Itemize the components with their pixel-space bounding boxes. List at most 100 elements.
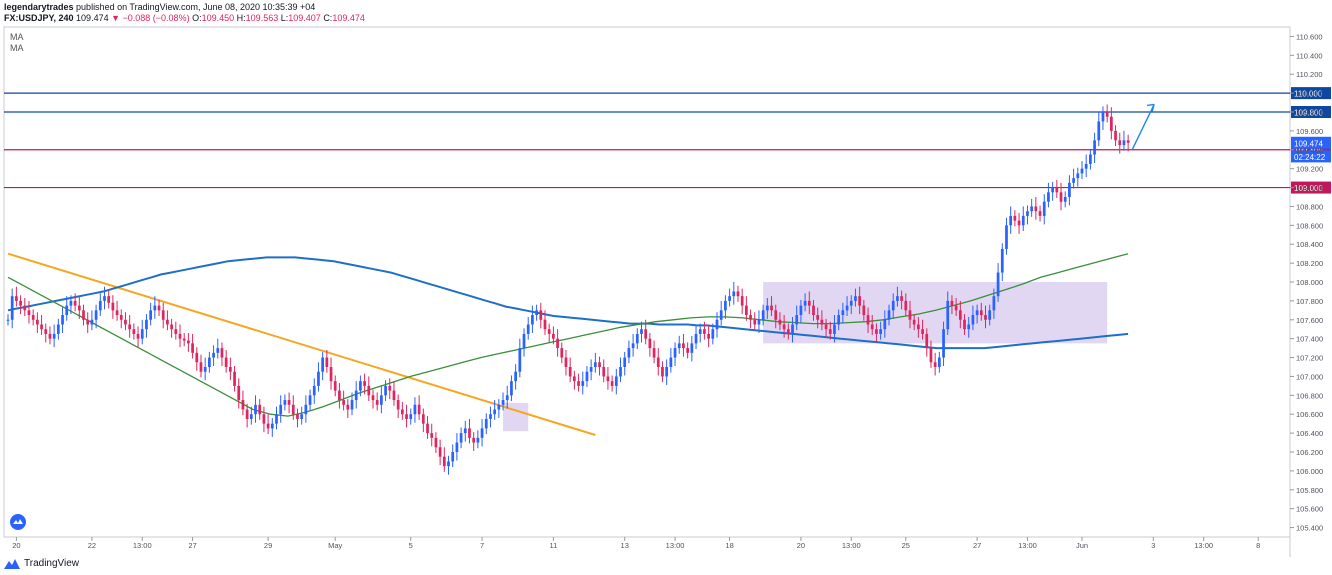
candle-body xyxy=(807,300,811,306)
chart-header: legendarytrades published on TradingView… xyxy=(4,2,365,24)
candle-body xyxy=(929,348,933,363)
y-tick-label-2: 105.800 xyxy=(1296,486,1323,495)
candle-body xyxy=(325,357,329,367)
candle-body xyxy=(774,310,778,320)
candle-body xyxy=(489,414,492,419)
ma-slow-line xyxy=(7,256,1129,350)
x-tick-label-15: 27 xyxy=(973,541,981,550)
candle-body xyxy=(1109,116,1113,131)
candle-body xyxy=(438,447,442,457)
candle-body xyxy=(782,324,786,330)
candle-body xyxy=(371,395,375,401)
candle-body xyxy=(304,404,308,415)
ma-legend-1[interactable]: MA xyxy=(10,32,24,42)
candle-body xyxy=(979,310,983,316)
candle-body xyxy=(69,300,73,306)
candle-body xyxy=(665,367,669,377)
level-tag-0 xyxy=(1291,87,1331,100)
candle-body xyxy=(82,310,85,320)
candle-body xyxy=(535,310,538,316)
symbol-label[interactable]: FX:USDJPY, 240 xyxy=(4,13,74,23)
candle-body xyxy=(799,305,803,316)
candle-body xyxy=(661,367,664,377)
candle-body xyxy=(736,291,740,297)
moving-average-lines xyxy=(7,103,1155,436)
candle-body xyxy=(36,319,39,325)
candle-body xyxy=(648,338,652,349)
candle-body xyxy=(896,296,899,301)
candle-body xyxy=(359,381,362,391)
y-tick-label-20: 109.400 xyxy=(1296,146,1323,155)
indicator-legend: MA MA xyxy=(10,32,24,54)
candle-body xyxy=(757,319,761,325)
candle-body xyxy=(866,315,870,325)
close-label: C: xyxy=(323,13,333,23)
candle-body xyxy=(669,357,673,367)
candle-body xyxy=(891,300,895,311)
candle-body xyxy=(791,324,794,334)
level-tag-text-3: 109.000 xyxy=(1294,184,1323,193)
y-tick-label-19: 109.200 xyxy=(1296,165,1323,174)
candle-body xyxy=(128,324,132,330)
candle-body xyxy=(107,296,111,303)
tradingview-logo[interactable]: TradingView xyxy=(4,558,79,569)
candle-body xyxy=(921,329,924,334)
candle-body xyxy=(954,305,958,311)
candle-body xyxy=(988,310,992,320)
candle-body xyxy=(86,319,90,325)
candle-body xyxy=(405,414,408,419)
candle-body xyxy=(170,324,173,330)
candle-body xyxy=(510,381,513,396)
candle-body xyxy=(312,385,316,396)
candle-body xyxy=(900,296,903,301)
candle-body xyxy=(245,409,249,419)
candle-body xyxy=(644,329,648,339)
candle-body xyxy=(753,319,757,325)
candle-body xyxy=(677,343,681,349)
candle-body xyxy=(828,329,832,334)
candle-body xyxy=(329,367,333,382)
candle-body xyxy=(308,395,312,405)
candle-body xyxy=(795,315,799,325)
candle-body xyxy=(740,296,744,306)
candle-body xyxy=(384,385,387,396)
candle-body xyxy=(291,404,295,415)
candle-body xyxy=(115,310,119,316)
candle-body xyxy=(552,333,555,339)
candle-body xyxy=(241,400,245,410)
candle-body xyxy=(224,357,228,367)
candle-body xyxy=(497,404,501,410)
candle-body xyxy=(396,400,400,410)
x-tick-label-12: 20 xyxy=(797,541,805,550)
candle-body xyxy=(270,423,274,429)
tradingview-badge-icon[interactable] xyxy=(10,514,26,530)
candle-body xyxy=(493,409,497,415)
price-change: ▼ −0.088 (−0.08%) xyxy=(111,13,190,23)
candle-body xyxy=(1021,215,1025,226)
candle-body xyxy=(149,310,153,320)
candle-body xyxy=(409,414,413,419)
candle-body xyxy=(321,357,325,372)
candle-body xyxy=(883,319,887,330)
x-tick-label-8: 11 xyxy=(549,541,557,550)
candle-body xyxy=(992,296,996,311)
candle-body xyxy=(283,400,287,405)
candle-body xyxy=(879,329,882,334)
candle-body xyxy=(233,371,236,386)
y-tick-label-25: 110.400 xyxy=(1296,51,1323,60)
candle-body xyxy=(606,376,610,382)
candle-body xyxy=(623,357,627,367)
candle-body xyxy=(178,333,182,339)
candle-body xyxy=(1114,130,1117,141)
candle-body xyxy=(1055,187,1059,193)
x-tick-label-17: Jun xyxy=(1076,541,1088,550)
price-tag-text-0: 109.474 xyxy=(1294,139,1323,148)
candle-body xyxy=(1084,163,1088,169)
ma-legend-2[interactable]: MA xyxy=(10,43,24,53)
candle-body xyxy=(111,302,115,311)
candle-body xyxy=(145,319,148,330)
candle-body xyxy=(585,371,589,382)
candle-body xyxy=(103,296,106,301)
author-name[interactable]: legendarytrades xyxy=(4,2,74,12)
